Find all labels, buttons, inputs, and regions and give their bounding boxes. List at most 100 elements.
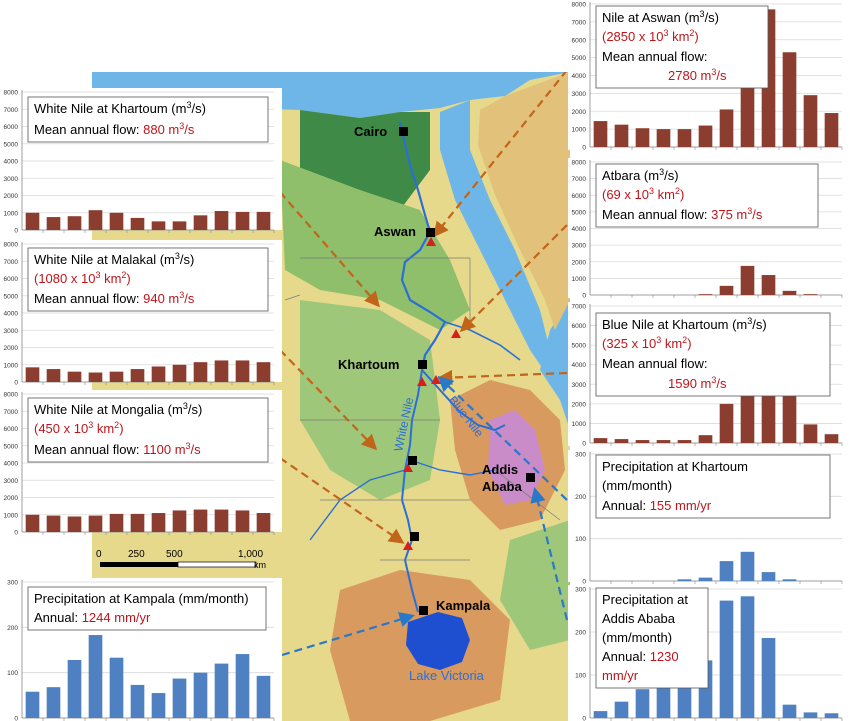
y-tick-label: 7000: [572, 304, 587, 311]
bar-6: [130, 513, 145, 532]
chart-info-line-0-part-1: 3: [656, 335, 661, 345]
chart-info-line-1-part-1: 155 mm/yr: [650, 498, 712, 513]
arrow-aswan: [433, 72, 567, 238]
city-markers: [399, 127, 535, 615]
bar-5: [109, 513, 124, 532]
chart-title-part-1: 3: [183, 401, 188, 411]
y-tick-label: 1000: [4, 512, 19, 519]
chart-info-line: (325 x 103 km2): [602, 335, 692, 351]
bar-9: [761, 572, 776, 581]
chart-title-part-0: Nile at Aswan (m: [602, 10, 700, 25]
bar-8: [740, 596, 755, 718]
chart-info-line-0-part-4: ): [119, 421, 123, 436]
chart-title-part-0: Blue Nile at Khartoum (m: [602, 317, 747, 332]
chart-info-line-0-part-4: ): [687, 336, 691, 351]
bar-9: [761, 638, 776, 718]
chart-title: White Nile at Khartoum (m3/s): [34, 100, 206, 116]
chart-info-line-1-part-0: Mean annual flow:: [602, 356, 708, 371]
chart-label-box: [595, 312, 831, 397]
chart-info-line: Annual: 1244 mm/yr: [34, 610, 151, 625]
arrow-mongalia: [279, 457, 405, 544]
bar-2: [46, 515, 61, 532]
chart-info-line-0-part-0: (2850 x 10: [602, 29, 663, 44]
bar-9: [761, 275, 776, 295]
chart-info-line-0-part-0: (mm/month): [602, 478, 672, 493]
city-label-aswan: Aswan: [374, 224, 416, 239]
chart-title-part-2: /s): [705, 10, 719, 25]
y-tick-label: 0: [582, 441, 586, 448]
bar-4: [88, 515, 103, 532]
bar-10: [214, 211, 229, 230]
y-tick-label: 3000: [4, 328, 19, 335]
chart-precip-kampala: 0 100 200 300 Precipitation at Kampala (mm/m…: [0, 578, 282, 721]
chart-info-line: 2780 m3/s: [668, 67, 727, 83]
chart-info-line-2-part-2: /s: [716, 68, 727, 83]
bar-6: [698, 435, 713, 443]
bar-7: [719, 600, 734, 718]
atbara-river: [444, 321, 521, 361]
chart-info-line-0-part-3: /s: [184, 122, 195, 137]
city-marker-khartoum: [418, 360, 427, 369]
chart-nile-aswan: 0 1000 2000 3000 4000 5000 6000 7000 8000 Nile at…: [568, 0, 850, 152]
city-marker-mongalia: [410, 532, 419, 541]
y-tick-label: 200: [575, 494, 586, 501]
y-tick-label: 5000: [4, 293, 19, 300]
nile-main-river: [398, 121, 447, 371]
y-tick-label: 3000: [572, 243, 587, 250]
bar-2: [614, 124, 629, 147]
blue-nile-river: [421, 369, 506, 432]
y-tick-label: 200: [7, 625, 18, 632]
y-tick-label: 6000: [4, 276, 19, 283]
y-tick-label: 100: [7, 670, 18, 677]
chart-info-line: Mean annual flow: 375 m3/s: [602, 206, 763, 222]
chart-info-line: (2850 x 103 km2): [602, 28, 699, 44]
somali-lowland: [500, 520, 570, 650]
y-tick-label: 8000: [572, 2, 587, 9]
gauge-malakal: [403, 463, 413, 472]
chart-info-line: Mean annual flow:: [602, 49, 708, 64]
chart-title: White Nile at Mongalia (m3/s): [34, 401, 202, 417]
chart-label-box: [595, 163, 819, 228]
bar-3: [635, 128, 650, 147]
y-tick-label: 6000: [572, 323, 587, 330]
y-tick-label: 1000: [572, 276, 587, 283]
bar-11: [803, 294, 818, 295]
sobat-river: [409, 459, 496, 476]
precip-arrows: [281, 375, 569, 657]
chart-info-line-1-part-2: 3: [179, 290, 184, 300]
arabian-peninsula: [478, 72, 570, 330]
bar-7: [719, 561, 734, 581]
y-tick-label: 0: [14, 228, 18, 235]
bar-2: [614, 701, 629, 718]
y-tick-label: 5000: [572, 55, 587, 62]
chart-info-line-0-part-2: km: [668, 29, 689, 44]
y-tick-label: 2000: [4, 495, 19, 502]
y-tick-label: 1000: [4, 362, 19, 369]
lake-label: Lake Victoria: [409, 668, 485, 683]
bar-10: [782, 387, 797, 443]
arrow-wn-khartoum: [279, 191, 381, 308]
bar-5: [677, 579, 692, 581]
y-tick-label: 0: [14, 716, 18, 721]
chart-info-line: (mm/month): [602, 630, 672, 645]
chart-info-line-0-part-1: 3: [88, 420, 93, 430]
y-tick-label: 6000: [572, 37, 587, 44]
y-tick-label: 0: [582, 579, 586, 586]
bar-5: [109, 212, 124, 230]
chart-info-line: Mean annual flow:: [602, 356, 708, 371]
chart-info-line-1-part-0: Mean annual flow:: [602, 49, 708, 64]
y-tick-label: 4000: [4, 311, 19, 318]
chart-label-box: [595, 5, 769, 89]
y-tick-label: 0: [582, 293, 586, 300]
chart-white-nile-khartoum: 0 1000 2000 3000 4000 5000 6000 7000 8000 White N…: [0, 88, 282, 235]
bar-2: [46, 217, 61, 230]
y-tick-label: 5000: [4, 443, 19, 450]
chart-info-line: 1590 m3/s: [668, 375, 727, 391]
chart-info-line-1-part-1: 1100 m: [143, 442, 185, 457]
bar-12: [824, 713, 839, 718]
chart-title: Precipitation at: [602, 592, 688, 607]
bar-11: [235, 211, 250, 230]
bar-4: [88, 372, 103, 382]
chart-info-line-0-part-3: 2: [682, 335, 687, 345]
chart-title-part-1: 3: [659, 167, 664, 177]
